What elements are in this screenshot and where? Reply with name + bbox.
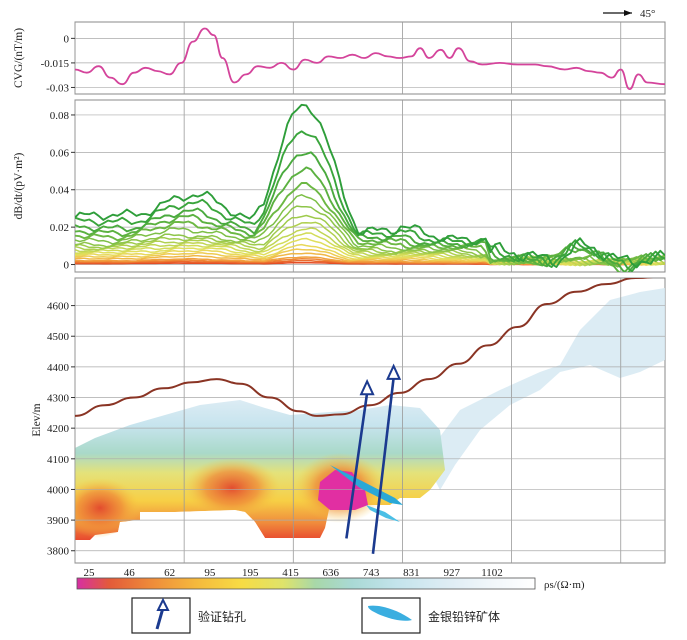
- cvg-y-ticks: 0 -0.015 -0.03: [41, 33, 75, 94]
- colorbar-tick-4: 195: [242, 567, 259, 579]
- legend-borehole-line: [155, 607, 165, 630]
- cvg-series: [74, 27, 666, 91]
- colorbar-tick-7: 743: [363, 567, 380, 579]
- direction-indicator: 45°: [603, 8, 655, 20]
- ore-body-shape-2: [366, 505, 400, 522]
- p3-ytick-label-0: 3800: [47, 546, 70, 558]
- p2-ytick-label-4: 0.08: [50, 110, 70, 122]
- colorbar-label: ρs/(Ω·m): [544, 579, 585, 591]
- section-y-ticks: 3800 3900 4000 4100 4200 4300 4400 4500 4600: [47, 301, 75, 558]
- resistivity-field: [75, 288, 665, 540]
- dbdt-panel: 0 0.02 0.04 0.06 0.08 dB/dt/(pV·m²): [13, 99, 666, 273]
- dbdt-series-1: [75, 130, 665, 272]
- dbdt-series-2: [75, 151, 665, 272]
- boreholes: [345, 363, 402, 554]
- borehole-arrow-icon-1: [386, 363, 402, 380]
- legend-ore-label: 金银铅锌矿体: [428, 609, 500, 624]
- colorbar-tick-10: 1102: [481, 567, 503, 579]
- p3-ytick-label-8: 4600: [47, 301, 70, 313]
- colorbar-tick-3: 95: [204, 567, 216, 579]
- borehole-arrow-icon-0: [359, 378, 375, 396]
- ore-body-shape-1: [330, 465, 403, 505]
- colorbar-tick-9: 927: [443, 567, 460, 579]
- colorbar-tick-6: 636: [323, 567, 340, 579]
- colorbar-tick-5: 415: [282, 567, 299, 579]
- section-panel: 3800 3900 4000 4100 4200 4300 4400 4500 4600 Ele…: [31, 277, 666, 564]
- section-gridlines: [74, 278, 665, 563]
- p1-ytick-label-1: -0.015: [41, 58, 70, 70]
- ore-body: [330, 465, 403, 522]
- dbdt-series-10: [75, 232, 665, 267]
- dbdt-series-0: [75, 103, 665, 269]
- section-y-axis-label: Elev/m: [31, 403, 43, 436]
- p2-ytick-label-0: 0: [64, 260, 70, 272]
- p3-ytick-label-7: 4500: [47, 331, 70, 343]
- resistivity-anomaly-center: [184, 458, 280, 518]
- p3-ytick-label-6: 4400: [47, 362, 70, 374]
- cvg-y-axis-label: CVG/(nT/m): [13, 28, 25, 88]
- colorbar-tick-0: 25: [84, 567, 96, 579]
- dbdt-gridlines: [74, 100, 665, 272]
- p1-ytick-label-2: -0.03: [46, 82, 69, 94]
- cvg-panel: 0 -0.015 -0.03 CVG/(nT/m): [13, 21, 666, 95]
- p3-ytick-label-4: 4200: [47, 423, 70, 435]
- colorbar-tick-1: 46: [124, 567, 136, 579]
- p2-ytick-label-1: 0.02: [50, 222, 69, 234]
- colorbar-tick-2: 62: [164, 567, 175, 579]
- dbdt-series-6: [75, 205, 665, 266]
- cvg-series-line: [74, 27, 666, 91]
- legend: 验证钻孔 金银铅锌矿体: [131, 597, 500, 634]
- p3-ytick-label-1: 3900: [47, 515, 70, 527]
- borehole-line-0: [345, 393, 369, 539]
- legend-borehole-label: 验证钻孔: [198, 609, 246, 624]
- colorbar-tick-8: 831: [403, 567, 420, 579]
- p2-ytick-label-3: 0.06: [50, 147, 70, 159]
- dbdt-series: [75, 103, 665, 272]
- dbdt-series-5: [75, 194, 665, 267]
- direction-arrow-icon: [624, 10, 632, 16]
- direction-label: 45°: [640, 8, 655, 20]
- topography-profile: [75, 278, 653, 417]
- dbdt-y-axis-label: dB/dt/(pV·m²): [13, 152, 25, 219]
- cvg-plot-frame: [74, 21, 666, 95]
- colorbar-gradient: [76, 577, 536, 590]
- resistivity-high-zone: [430, 288, 665, 490]
- borehole-line-1: [371, 377, 395, 554]
- p1-ytick-label-0: 0: [64, 33, 70, 45]
- section-no-data-zone: [95, 510, 265, 540]
- p2-ytick-label-2: 0.04: [50, 185, 70, 197]
- dbdt-series-4: [75, 181, 665, 268]
- p3-ytick-label-5: 4300: [47, 393, 70, 405]
- colorbar-tick-labels: 25 46 62 95 195 415 636 743 831 927 1102: [84, 567, 503, 579]
- p3-ytick-label-2: 4000: [47, 484, 70, 496]
- p3-ytick-label-3: 4100: [47, 454, 70, 466]
- dbdt-y-ticks: 0 0.02 0.04 0.06 0.08: [50, 110, 75, 272]
- legend-ore-swatch-icon: [368, 605, 412, 621]
- topography-line: [75, 278, 653, 417]
- legend-borehole-arrow-icon: [156, 597, 170, 611]
- colorbar: 25 46 62 95 195 415 636 743 831 927 1102 ρs/(Ω·m): [76, 567, 585, 591]
